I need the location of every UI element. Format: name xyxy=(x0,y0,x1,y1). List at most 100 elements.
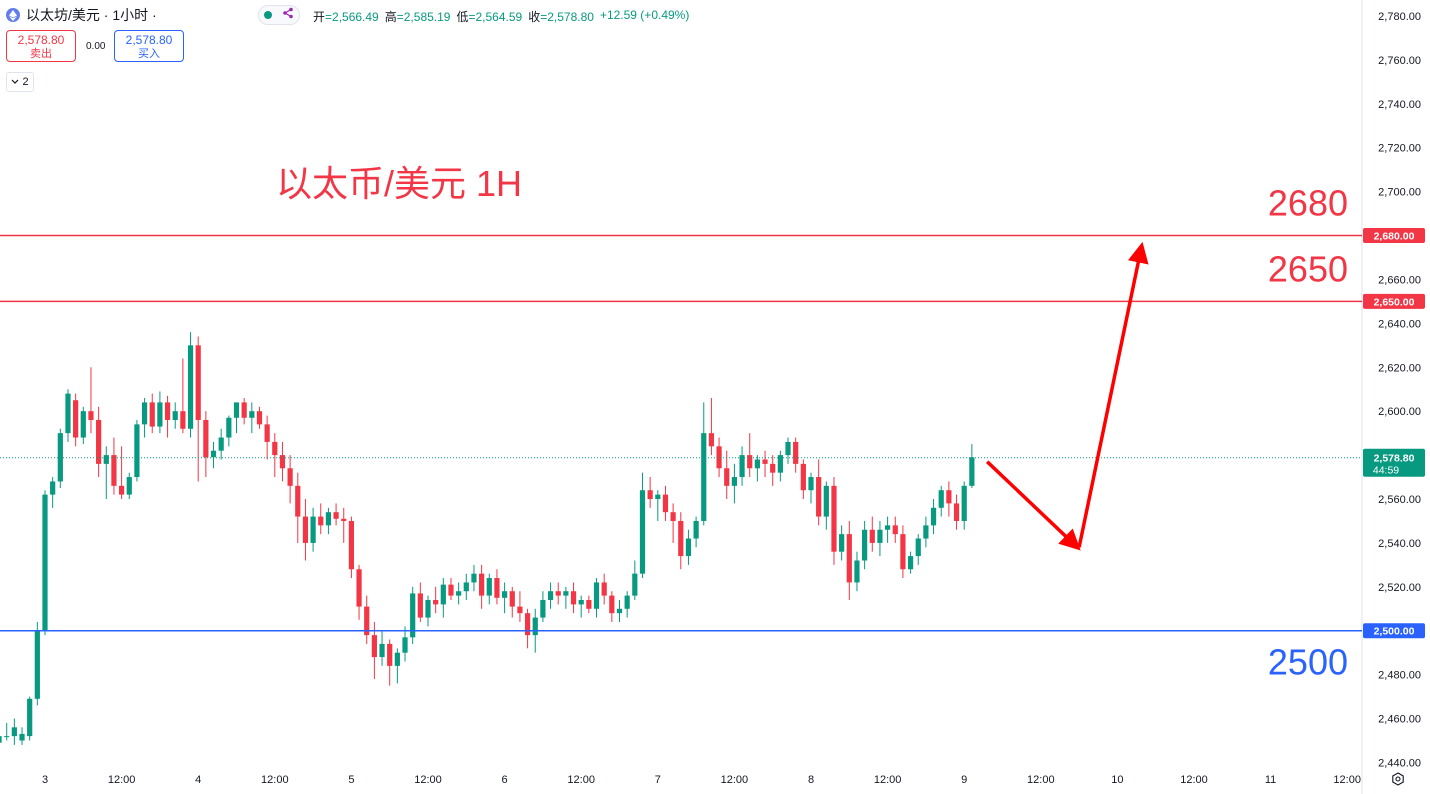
resistance-price-tag xyxy=(1363,293,1425,309)
candle-body xyxy=(433,600,439,605)
price-tick-label: 2,780.00 xyxy=(1378,11,1421,23)
candle-body xyxy=(96,419,102,464)
candle-body xyxy=(134,424,140,478)
share-icon[interactable] xyxy=(282,6,294,24)
support-price-tag xyxy=(1363,623,1425,639)
candle-body xyxy=(685,538,692,557)
symbol-header[interactable]: 以太坊/美元 · 1小时 · xyxy=(6,6,157,24)
candle-body xyxy=(73,400,79,438)
time-tick-label: 11 xyxy=(1265,774,1276,786)
sell-button[interactable]: 2,578.80 卖出 xyxy=(6,30,76,62)
candle-body xyxy=(157,402,163,427)
candle-body xyxy=(885,525,891,530)
price-tick-label: 2,660.00 xyxy=(1378,274,1421,286)
resistance-level-label: 2680 xyxy=(1268,183,1348,224)
candle-body xyxy=(440,584,446,605)
time-tick-label: 4 xyxy=(195,774,201,786)
bar-countdown: 44:59 xyxy=(1373,465,1399,477)
time-tick-label: 8 xyxy=(808,774,814,786)
time-tick-label: 12:00 xyxy=(261,774,289,786)
candle-body xyxy=(279,455,286,469)
candle-body xyxy=(295,485,301,517)
candles xyxy=(0,332,975,745)
candle-body xyxy=(111,455,117,486)
open-value: =2,566.49 xyxy=(325,10,379,24)
candle-body xyxy=(708,433,715,447)
candle-body xyxy=(310,516,316,543)
candle-body xyxy=(226,417,232,438)
candle-body xyxy=(670,512,676,521)
time-tick-label: 12:00 xyxy=(567,774,595,786)
buy-price: 2,578.80 xyxy=(125,33,173,47)
price-tick-label: 2,540.00 xyxy=(1378,538,1421,550)
candle-body xyxy=(302,516,309,543)
candle-body xyxy=(264,424,270,442)
candle-body xyxy=(272,441,278,456)
candle-body xyxy=(479,573,485,596)
candle-body xyxy=(494,578,500,598)
candle-body xyxy=(233,402,240,418)
candle-body xyxy=(517,606,523,614)
candle-body xyxy=(846,534,852,583)
indicator-pill[interactable] xyxy=(258,5,300,25)
candle-body xyxy=(547,591,554,601)
candle-body xyxy=(961,485,967,521)
candle-body xyxy=(578,600,584,605)
candle-body xyxy=(402,637,408,653)
candle-body xyxy=(241,402,247,418)
low-value: =2,564.59 xyxy=(468,10,523,24)
candle-body xyxy=(862,529,868,561)
buy-button[interactable]: 2,578.80 买入 xyxy=(114,30,184,62)
candle-body xyxy=(256,411,263,425)
candle-body xyxy=(747,455,753,469)
change-value: +12.59 (+0.49%) xyxy=(599,8,690,22)
price-tick-label: 2,440.00 xyxy=(1378,757,1421,769)
gear-icon[interactable] xyxy=(1391,772,1405,786)
price-tick-label: 2,480.00 xyxy=(1378,670,1421,682)
candle-body xyxy=(463,582,469,592)
candle-body xyxy=(448,584,454,596)
price-tick-label: 2,740.00 xyxy=(1378,99,1421,111)
candle-body xyxy=(693,520,699,539)
sell-price: 2,578.80 xyxy=(17,33,65,47)
sell-label: 卖出 xyxy=(30,48,52,60)
candle-body xyxy=(486,578,492,596)
price-tick-label: 2,560.00 xyxy=(1378,494,1421,506)
candle-body xyxy=(777,455,783,473)
candle-body xyxy=(149,402,155,427)
candle-body xyxy=(854,560,860,583)
price-tick-label: 2,640.00 xyxy=(1378,318,1421,330)
status-dot xyxy=(264,11,272,19)
candle-body xyxy=(632,573,638,596)
chart-title: 以太币/美元 1H xyxy=(276,163,522,204)
candle-body xyxy=(907,556,914,570)
candle-body xyxy=(946,490,952,504)
close-label: 收 xyxy=(528,10,541,24)
candle-body xyxy=(509,591,515,607)
time-tick-label: 6 xyxy=(502,774,508,786)
resistance-price-tag-label: 2,650.00 xyxy=(1374,296,1415,308)
indicators-collapse-button[interactable]: 2 xyxy=(6,72,34,92)
time-tick-label: 12:00 xyxy=(1333,774,1361,786)
time-tick-label: 9 xyxy=(961,774,967,786)
price-tick-label: 2,460.00 xyxy=(1378,714,1421,726)
candle-body xyxy=(739,455,745,478)
candle-body xyxy=(410,593,416,638)
close-value: =2,578.80 xyxy=(540,10,594,24)
symbol-name: 以太坊/美元 · 1小时 · xyxy=(26,7,157,23)
candle-body xyxy=(172,411,178,420)
candle-body xyxy=(502,591,508,598)
candle-body xyxy=(119,485,125,495)
candle-body xyxy=(417,593,423,618)
candle-body xyxy=(953,503,960,521)
candle-body xyxy=(325,512,332,526)
candle-body xyxy=(701,433,707,521)
candle-body xyxy=(249,411,255,418)
candle-body xyxy=(141,402,148,425)
candle-body xyxy=(371,635,377,658)
high-label: 高 xyxy=(384,10,397,24)
time-axis: 3 12:00 4 12:00 5 12:00 6 12:00 7 12:00 8 12:00 9 12:… xyxy=(42,774,1361,786)
candle-body xyxy=(731,477,737,486)
candle-body xyxy=(218,437,224,451)
